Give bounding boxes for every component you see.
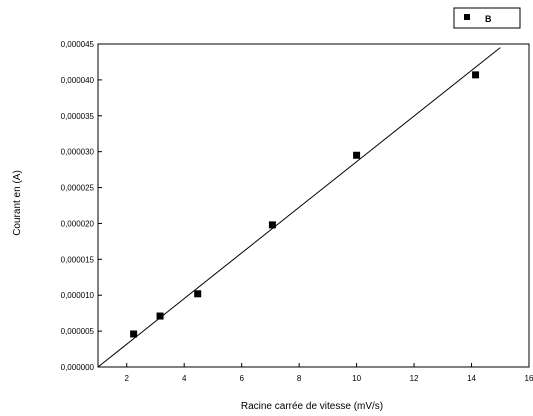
plot-frame — [97, 43, 530, 368]
x-tick-label: 12 — [410, 374, 419, 383]
legend-label: B — [485, 14, 492, 24]
data-point — [130, 330, 138, 338]
x-tick-label: 2 — [125, 374, 130, 383]
data-point — [268, 221, 276, 229]
y-tick-label: 0,000030 — [61, 148, 95, 157]
y-axis-label: Courant en (A) — [12, 170, 23, 236]
data-points-group — [130, 71, 480, 338]
y-tick-label: 0,000020 — [61, 219, 95, 228]
legend-box — [453, 7, 521, 29]
axis-ticks-group: 0,000000 0,000005 0,000010 0,000015 0,000020… — [61, 40, 533, 383]
plot-frame-group — [97, 43, 530, 368]
y-tick-label: 0,000035 — [61, 112, 95, 121]
y-tick-label: 0,000005 — [61, 327, 95, 336]
y-tick-label: 0,000040 — [61, 76, 95, 85]
y-tick-label: 0,000045 — [61, 40, 95, 49]
y-tick-label: 0,000025 — [61, 184, 95, 193]
y-tick-label: 0,000010 — [61, 291, 95, 300]
x-tick-label: 14 — [467, 374, 476, 383]
data-point — [353, 151, 361, 159]
data-point — [194, 290, 202, 298]
x-tick-label: 8 — [297, 374, 302, 383]
x-tick-label: 10 — [352, 374, 361, 383]
y-tick-label: 0,000000 — [61, 363, 95, 372]
data-point — [156, 312, 164, 320]
y-tick-label: 0,000015 — [61, 255, 95, 264]
x-axis-label: Racine carrée de vitesse (mV/s) — [241, 401, 383, 412]
x-tick-label: 4 — [182, 374, 187, 383]
fit-line — [97, 47, 501, 368]
data-point — [472, 71, 480, 79]
legend-marker — [464, 14, 470, 20]
legend: B — [453, 7, 521, 29]
fit-line-group — [97, 47, 501, 368]
x-tick-label: 6 — [239, 374, 244, 383]
x-tick-label: 16 — [525, 374, 533, 383]
